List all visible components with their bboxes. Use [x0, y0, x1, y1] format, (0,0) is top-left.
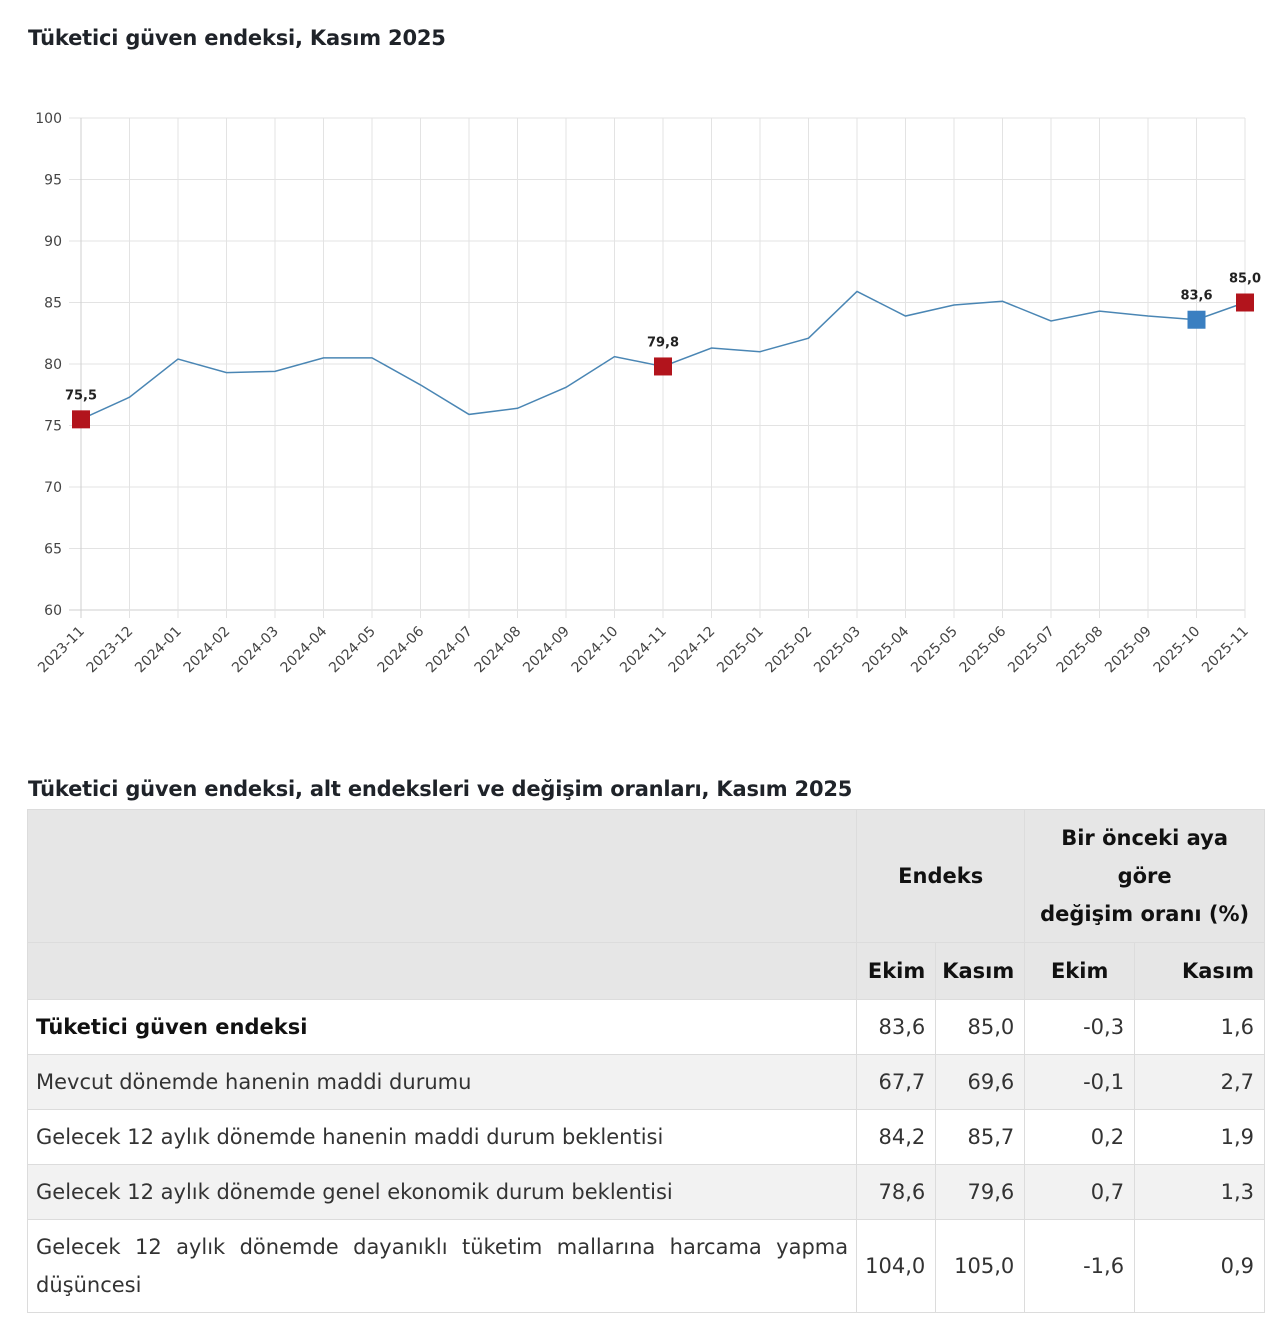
cell-change-kasim: 1,3: [1134, 1164, 1265, 1220]
highlight-marker: [654, 357, 672, 376]
cell-endeks-ekim: 67,7: [856, 1054, 937, 1110]
cell-change-ekim: 0,7: [1024, 1164, 1136, 1220]
row-label: Mevcut dönemde hanenin maddi durumu: [26, 1054, 858, 1110]
data-label: 75,5: [65, 388, 97, 403]
subindex-table: Endeks Bir önceki aya göre değişim oranı…: [26, 809, 1265, 1313]
y-tick-label: 80: [44, 357, 62, 373]
subheader-change-ekim: Ekim: [1024, 942, 1136, 1000]
cell-endeks-ekim: 104,0: [856, 1219, 937, 1313]
x-tick-label: 2024-03: [229, 624, 282, 677]
x-tick-label: 2024-02: [181, 624, 234, 677]
header-change-line2: göre: [1117, 864, 1172, 888]
y-axis: 60 65 70 75 80 85 90 95 100: [35, 111, 62, 619]
y-tick-label: 90: [44, 234, 62, 250]
row-label: Gelecek 12 aylık dönemde genel ekonomik …: [26, 1164, 858, 1220]
row-label: Gelecek 12 aylık dönemde dayanıklı tüket…: [26, 1219, 858, 1313]
table-row: Gelecek 12 aylık dönemde dayanıklı tüket…: [26, 1219, 1265, 1313]
x-tick-label: 2025-06: [957, 623, 1010, 676]
header-empty-cell: [26, 809, 858, 943]
x-tick-label: 2024-06: [375, 623, 428, 676]
cell-endeks-kasim: 85,0: [935, 999, 1026, 1055]
table-subheader-row: Ekim Kasım Ekim Kasım: [26, 942, 1265, 1000]
x-tick-label: 2025-05: [908, 624, 961, 677]
table-row: Gelecek 12 aylık dönemde genel ekonomik …: [26, 1164, 1265, 1220]
header-change-line3: değişim oranı (%): [1040, 902, 1250, 926]
y-tick-label: 85: [44, 296, 62, 312]
data-label: 83,6: [1180, 289, 1212, 304]
table-header-row: Endeks Bir önceki aya göre değişim oranı…: [26, 809, 1265, 943]
highlight-markers: 75,5 79,8 83,6 85,0: [65, 272, 1261, 429]
x-tick-label: 2025-09: [1102, 624, 1155, 677]
header-change-line1: Bir önceki aya: [1061, 826, 1229, 850]
cell-endeks-kasim: 85,7: [935, 1109, 1026, 1165]
data-label: 79,8: [647, 335, 679, 350]
y-tick-label: 95: [44, 173, 62, 189]
x-tick-label: 2023-11: [35, 624, 88, 677]
cell-endeks-ekim: 83,6: [856, 999, 937, 1055]
highlight-marker: [72, 410, 90, 429]
x-tick-label: 2024-05: [326, 624, 379, 677]
x-tick-label: 2024-07: [423, 624, 476, 677]
highlight-marker: [1187, 310, 1206, 329]
row-label: Gelecek 12 aylık dönemde hanenin maddi d…: [26, 1109, 858, 1165]
y-tick-label: 70: [44, 480, 62, 496]
x-tick-label: 2025-01: [714, 624, 767, 677]
x-tick-label: 2024-08: [472, 624, 525, 677]
x-tick-label: 2025-03: [811, 624, 864, 677]
cell-change-ekim: -0,1: [1024, 1054, 1136, 1110]
cell-change-kasim: 1,9: [1134, 1109, 1265, 1165]
x-tick-label: 2024-10: [569, 624, 622, 677]
table-row: Gelecek 12 aylık dönemde hanenin maddi d…: [26, 1109, 1265, 1165]
cell-endeks-kasim: 105,0: [935, 1219, 1026, 1313]
y-tick-label: 65: [44, 542, 62, 558]
cell-endeks-ekim: 84,2: [856, 1109, 937, 1165]
x-axis: 2023-112023-122024-012024-022024-032024-…: [35, 623, 1252, 676]
cell-change-kasim: 2,7: [1134, 1054, 1265, 1110]
x-tick-label: 2025-07: [1005, 624, 1058, 677]
x-tick-label: 2024-01: [132, 624, 185, 677]
x-tick-label: 2024-04: [278, 623, 331, 676]
subheader-endeks-kasim: Kasım: [935, 942, 1026, 1000]
x-tick-label: 2025-04: [860, 623, 913, 676]
table-title: Tüketici güven endeksi, alt endeksleri v…: [28, 777, 853, 801]
x-tick-label: 2025-08: [1054, 624, 1107, 677]
y-tick-label: 75: [44, 419, 62, 435]
cell-endeks-kasim: 69,6: [935, 1054, 1026, 1110]
x-tick-label: 2024-09: [520, 624, 573, 677]
table-row: Tüketici güven endeksi 83,6 85,0 -0,3 1,…: [26, 999, 1265, 1055]
header-endeks: Endeks: [856, 809, 1026, 943]
subheader-empty-cell: [26, 942, 858, 1000]
x-tick-label: 2025-10: [1151, 624, 1204, 677]
x-tick-label: 2025-11: [1199, 624, 1252, 677]
cell-endeks-kasim: 79,6: [935, 1164, 1026, 1220]
cell-change-kasim: 1,6: [1134, 999, 1265, 1055]
table-row: Mevcut dönemde hanenin maddi durumu 67,7…: [26, 1054, 1265, 1110]
grid: [69, 117, 1246, 618]
cell-endeks-ekim: 78,6: [856, 1164, 937, 1220]
cell-change-ekim: 0,2: [1024, 1109, 1136, 1165]
chart-title: Tüketici güven endeksi, Kasım 2025: [28, 26, 446, 50]
x-tick-label: 2025-02: [763, 624, 816, 677]
subheader-endeks-ekim: Ekim: [856, 942, 937, 1000]
x-tick-label: 2024-12: [666, 624, 719, 677]
cell-change-ekim: -1,6: [1024, 1219, 1136, 1313]
x-tick-label: 2023-12: [84, 624, 137, 677]
y-tick-label: 60: [44, 603, 62, 619]
row-label: Tüketici güven endeksi: [26, 999, 858, 1055]
cell-change-ekim: -0,3: [1024, 999, 1136, 1055]
data-label: 85,0: [1229, 272, 1261, 287]
y-tick-label: 100: [35, 111, 62, 127]
subheader-change-kasim: Kasım: [1134, 942, 1265, 1000]
header-change-rate: Bir önceki aya göre değişim oranı (%): [1024, 809, 1265, 943]
cell-change-kasim: 0,9: [1134, 1219, 1265, 1313]
highlight-marker: [1236, 293, 1254, 312]
x-tick-label: 2024-11: [617, 624, 670, 677]
